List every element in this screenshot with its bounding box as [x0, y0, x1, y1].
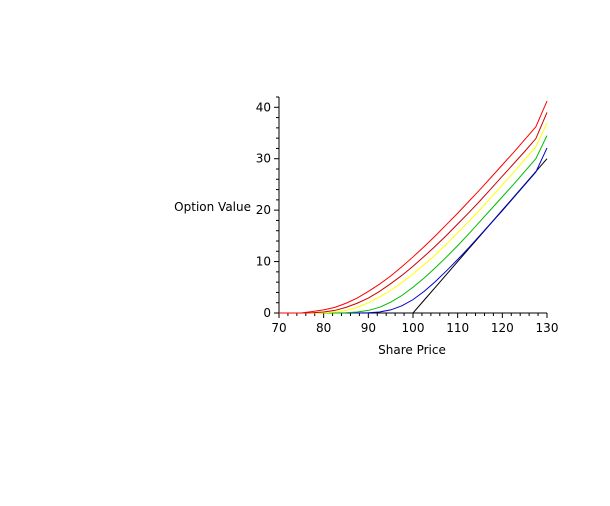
y-tick-label: 10: [256, 255, 271, 269]
series-line-2: [279, 147, 548, 314]
x-tick-label: 100: [402, 321, 425, 335]
y-axis-label: Option Value: [174, 200, 251, 214]
x-tick-label: 130: [536, 321, 559, 335]
x-axis-label: Share Price: [378, 343, 446, 357]
series-line-5: [279, 112, 548, 314]
ticks: [274, 96, 548, 318]
tick-labels: 70 80 90 100 110 120 130 0 10 20 30 40: [256, 100, 559, 335]
y-tick-label: 20: [256, 203, 271, 217]
y-tick-label: 40: [256, 100, 271, 114]
x-tick-label: 110: [446, 321, 469, 335]
x-tick-label: 80: [316, 321, 331, 335]
series-line-1: [279, 158, 548, 314]
x-tick-label: 70: [271, 321, 286, 335]
y-tick-label: 0: [263, 306, 271, 320]
x-tick-label: 90: [361, 321, 376, 335]
series-line-3: [279, 135, 548, 314]
series-line-4: [279, 123, 548, 314]
y-tick-label: 30: [256, 152, 271, 166]
series-line-6: [279, 100, 548, 314]
x-tick-label: 120: [491, 321, 514, 335]
series-layer: [279, 100, 548, 314]
